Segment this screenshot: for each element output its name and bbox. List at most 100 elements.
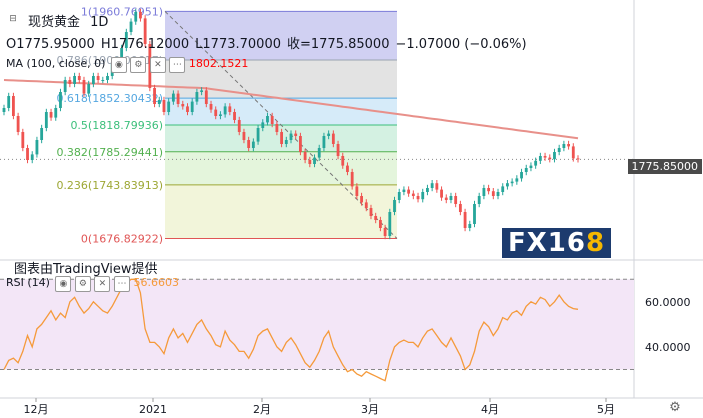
candle-56 bbox=[266, 116, 269, 123]
candle-95 bbox=[449, 196, 453, 200]
candle-36 bbox=[171, 93, 175, 102]
candle-88 bbox=[416, 196, 420, 200]
candle-0 bbox=[2, 108, 6, 112]
candle-86 bbox=[407, 189, 411, 194]
candle-111 bbox=[524, 168, 528, 172]
candle-110 bbox=[520, 172, 523, 179]
candle-104 bbox=[491, 191, 495, 196]
candle-40 bbox=[190, 101, 194, 112]
candle-117 bbox=[553, 152, 556, 160]
ohlc-open: O1775.95000 bbox=[6, 37, 95, 52]
candle-19 bbox=[91, 76, 95, 84]
candle-50 bbox=[237, 120, 241, 132]
more-icon[interactable]: ⋯ bbox=[113, 276, 130, 292]
candle-101 bbox=[477, 196, 481, 204]
candle-61 bbox=[289, 133, 293, 140]
candle-55 bbox=[261, 122, 265, 128]
sidebar-toggle-icon[interactable]: ⊟ bbox=[6, 12, 20, 26]
candle-79 bbox=[374, 216, 378, 220]
more-icon[interactable]: ⋯ bbox=[169, 57, 186, 73]
ma-value: 1802.1521 bbox=[188, 57, 249, 70]
x-tick-label-2: 2月 bbox=[253, 403, 271, 416]
ma-legend[interactable]: MA (100, close, 0) ◉ ⚙ ✕ ⋯ 1802.1521 bbox=[6, 57, 248, 73]
candle-68 bbox=[322, 136, 326, 148]
x-tick-label-4: 4月 bbox=[481, 403, 499, 416]
candle-15 bbox=[73, 76, 76, 84]
candle-27 bbox=[129, 21, 133, 32]
rsi-legend[interactable]: RSI (14) ◉ ⚙ ✕ ⋯ 56.6603 bbox=[6, 276, 179, 292]
fib-zone-5 bbox=[165, 184, 397, 239]
candle-77 bbox=[364, 202, 368, 208]
symbol-header: 现货黄金 1D bbox=[28, 11, 114, 30]
rsi-label[interactable]: RSI (14) bbox=[6, 276, 50, 289]
candle-107 bbox=[506, 183, 509, 187]
candle-96 bbox=[454, 196, 458, 204]
candle-11 bbox=[54, 108, 58, 118]
fib-label-4: 0.382(1785.29441) bbox=[56, 146, 163, 159]
x-tick-label-5: 5月 bbox=[597, 403, 615, 416]
ohlc-change: −1.07000 (−0.06%) bbox=[395, 37, 527, 52]
candle-45 bbox=[214, 109, 218, 116]
candle-120 bbox=[567, 144, 571, 147]
candle-25 bbox=[120, 48, 124, 60]
ohlc-high: H1776.12000 bbox=[100, 37, 190, 52]
candle-89 bbox=[421, 192, 425, 200]
candle-75 bbox=[355, 186, 359, 196]
rsi-tick-40: 40.0000 bbox=[645, 341, 691, 354]
candle-10 bbox=[49, 112, 53, 118]
symbol-name[interactable]: 现货黄金 bbox=[28, 15, 81, 30]
candle-16 bbox=[77, 76, 81, 80]
candle-39 bbox=[186, 106, 189, 112]
last-price-label: 1775.85000 bbox=[627, 159, 702, 174]
eye-icon[interactable]: ◉ bbox=[110, 57, 127, 73]
candle-99 bbox=[468, 224, 472, 228]
candle-116 bbox=[548, 157, 552, 160]
candle-72 bbox=[341, 156, 345, 166]
candle-44 bbox=[209, 104, 213, 110]
candle-62 bbox=[294, 133, 298, 136]
candle-17 bbox=[82, 80, 86, 94]
rsi-value: 56.6603 bbox=[133, 276, 179, 289]
settings-icon[interactable]: ⚙ bbox=[130, 57, 147, 73]
candle-69 bbox=[327, 133, 331, 136]
fib-zone-1 bbox=[165, 59, 397, 99]
settings-icon[interactable]: ⚙ bbox=[74, 276, 91, 292]
candle-80 bbox=[378, 220, 382, 228]
candle-92 bbox=[435, 183, 439, 190]
ma100-line bbox=[3, 79, 579, 140]
ohlc-readout: O1775.95000 H1776.12000 L1773.70000 收=1775.… bbox=[6, 33, 533, 52]
candle-51 bbox=[242, 132, 246, 140]
candle-94 bbox=[444, 197, 448, 200]
candle-54 bbox=[256, 128, 260, 142]
candle-73 bbox=[346, 165, 349, 172]
eye-icon[interactable]: ◉ bbox=[55, 276, 72, 292]
candle-121 bbox=[571, 146, 575, 159]
candle-52 bbox=[247, 140, 251, 148]
fib-zone-0 bbox=[165, 11, 397, 60]
x-tick-label-0: 12月 bbox=[24, 403, 49, 416]
ma-label[interactable]: MA (100, close, 0) bbox=[6, 57, 106, 70]
candle-122 bbox=[576, 158, 580, 160]
symbol-interval[interactable]: 1D bbox=[90, 15, 109, 30]
candle-113 bbox=[534, 160, 538, 166]
candle-2 bbox=[11, 96, 15, 116]
logo-accent: 8 bbox=[586, 228, 606, 258]
candle-70 bbox=[331, 133, 335, 144]
close-icon[interactable]: ✕ bbox=[94, 276, 111, 292]
candle-33 bbox=[157, 100, 161, 104]
candle-59 bbox=[280, 132, 284, 144]
candle-87 bbox=[411, 193, 415, 196]
candle-48 bbox=[228, 106, 232, 112]
candle-12 bbox=[59, 92, 62, 108]
candle-53 bbox=[251, 141, 255, 148]
candle-74 bbox=[350, 172, 354, 187]
x-tick-label-1: 2021 bbox=[139, 403, 167, 416]
rsi-tick-60: 60.0000 bbox=[645, 296, 691, 309]
candle-83 bbox=[393, 200, 396, 212]
candle-97 bbox=[458, 204, 462, 212]
tradingview-credit[interactable]: 图表由TradingView提供 bbox=[14, 262, 158, 277]
candle-102 bbox=[482, 188, 486, 196]
settings-gear-icon[interactable]: ⚙ bbox=[668, 400, 682, 415]
close-icon[interactable]: ✕ bbox=[149, 57, 166, 73]
